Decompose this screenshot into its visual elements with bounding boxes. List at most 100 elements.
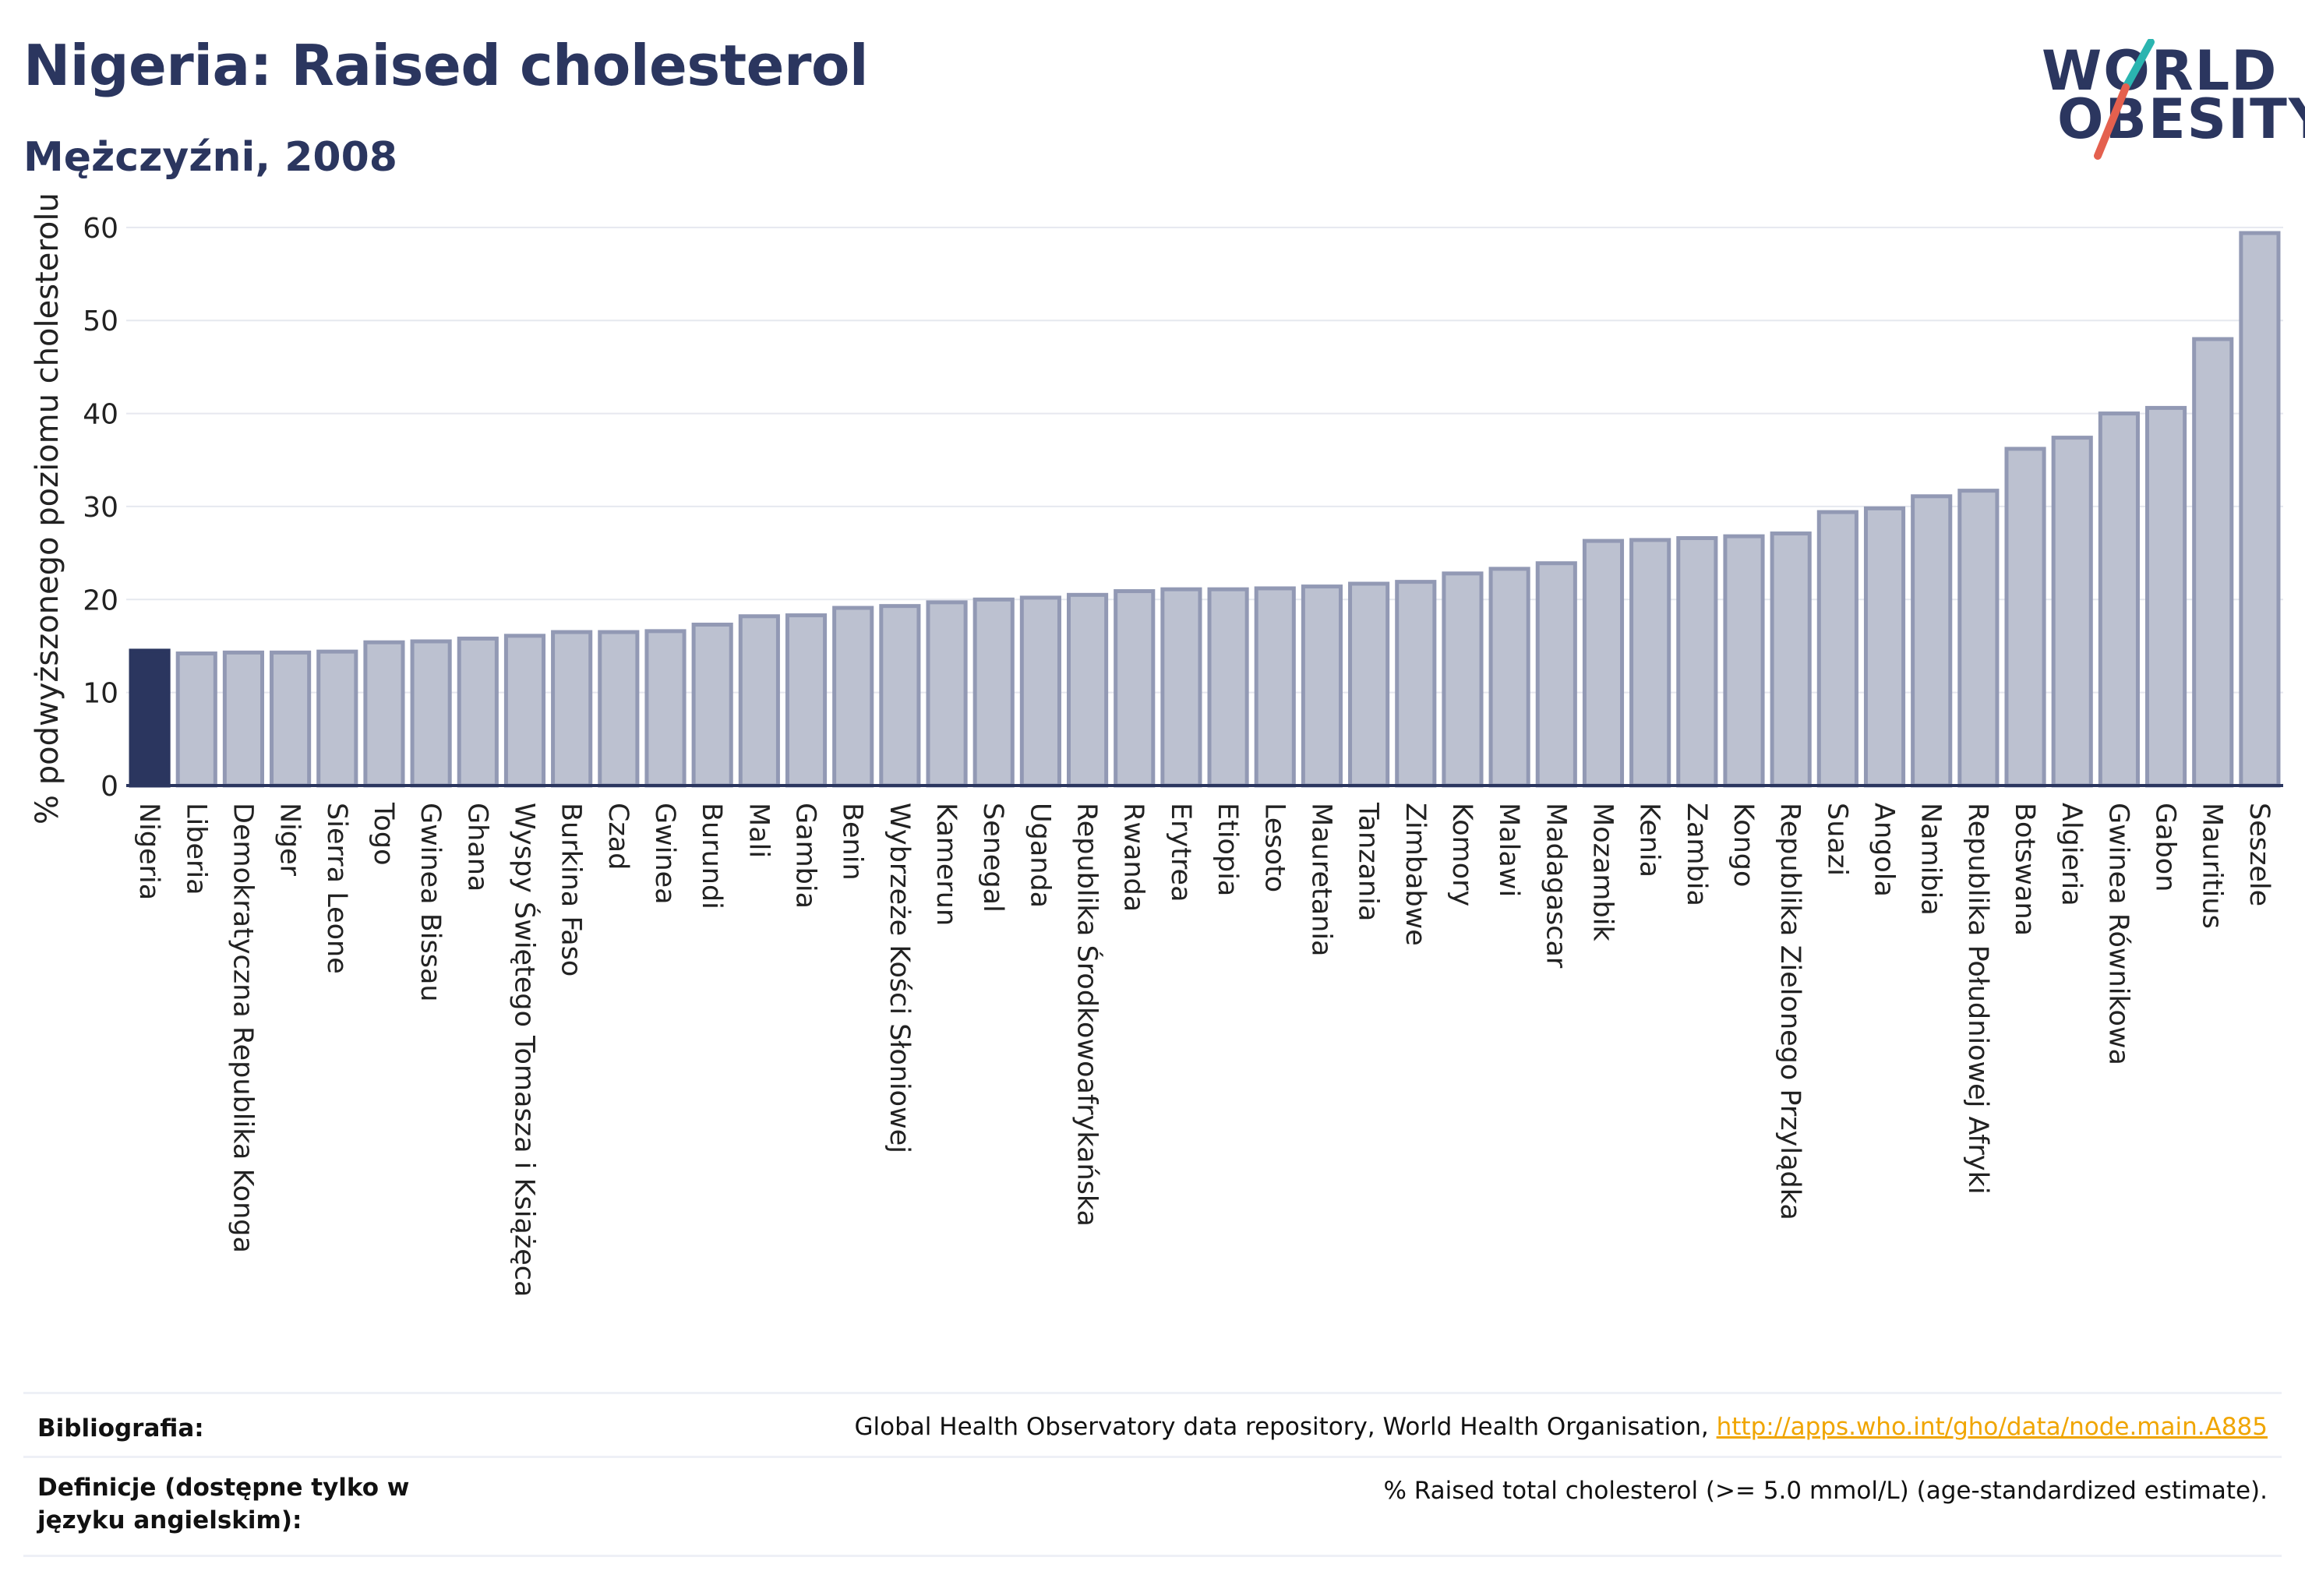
bar-gwinea-równikowa[interactable] (2098, 411, 2140, 788)
bar-botswana[interactable] (2004, 447, 2046, 788)
y-tick-label: 0 (101, 771, 118, 803)
x-tick-label: Gwinea (649, 803, 680, 905)
bar-senegal[interactable] (972, 597, 1015, 788)
bar-demokratyczna-republika-konga[interactable] (222, 650, 265, 788)
bar-etiopia[interactable] (1207, 587, 1249, 788)
bar-seszele[interactable] (2239, 231, 2281, 788)
x-tick-label: Mauretania (1305, 803, 1336, 957)
bar-mauritius[interactable] (2192, 337, 2234, 788)
x-tick-label: Gwinea Bissau (415, 803, 446, 1002)
bar-liberia[interactable] (175, 651, 217, 788)
bar-zambia[interactable] (1676, 536, 1718, 788)
y-tick-label: 40 (83, 399, 118, 431)
bar-kenia[interactable] (1629, 538, 1671, 788)
bar-zimbabwe[interactable] (1395, 580, 1437, 788)
bibliography-link[interactable]: http://apps.who.int/gho/data/node.main.A… (1716, 1413, 2268, 1441)
bar-komory[interactable] (1442, 571, 1484, 788)
bibliography-value: Global Health Observatory data repositor… (855, 1413, 2268, 1441)
x-tick-label: Kongo (1728, 803, 1759, 887)
bar-sierra-leone[interactable] (316, 649, 358, 788)
bar-lesoto[interactable] (1254, 586, 1296, 788)
x-tick-label: Algieria (2056, 803, 2087, 906)
world-obesity-logo[interactable]: WORLD OBESITY (2034, 39, 2305, 164)
x-tick-label: Burundi (696, 803, 727, 909)
x-tick-label: Angola (1869, 803, 1900, 897)
bar-czad[interactable] (598, 630, 640, 788)
x-tick-label: Kamerun (930, 803, 962, 926)
bar-malawi[interactable] (1488, 567, 1530, 788)
bars (129, 231, 2281, 788)
x-tick-label: Liberia (180, 803, 211, 895)
x-tick-label: Etiopia (1212, 803, 1243, 896)
x-tick-label: Komory (1446, 803, 1477, 906)
x-tick-label: Zambia (1681, 803, 1712, 906)
logo-slash-icon (2094, 39, 2155, 160)
bar-gambia[interactable] (785, 613, 828, 788)
x-tick-label: Republika Południowej Afryki (1962, 803, 1993, 1195)
x-tick-label: Madagascar (1540, 803, 1571, 969)
x-tick-label: Mozambik (1587, 803, 1618, 941)
bar-mozambik[interactable] (1582, 538, 1625, 788)
bar-republika-środkowoafrykańska[interactable] (1066, 592, 1109, 788)
x-tick-label: Demokratyczna Republika Konga (227, 803, 258, 1253)
bar-republika-zielonego-przylądka[interactable] (1770, 531, 1812, 788)
x-tick-label: Malawi (1493, 803, 1524, 897)
bar-kamerun[interactable] (926, 600, 968, 788)
x-tick-label: Rwanda (1118, 803, 1149, 912)
x-tick-label: Gambia (790, 803, 821, 909)
x-tick-label: Tanzania (1353, 802, 1384, 921)
x-tick-label: Nigeria (133, 803, 164, 900)
x-tick-label: Togo (368, 802, 399, 865)
bar-burundi[interactable] (691, 623, 733, 788)
bar-algieria[interactable] (2051, 436, 2093, 788)
bar-suazi[interactable] (1816, 510, 1858, 788)
bar-ghana[interactable] (457, 636, 499, 788)
bar-niger[interactable] (270, 650, 312, 788)
bar-madagascar[interactable] (1535, 561, 1577, 788)
logo-word-obesity: OBESITY (2057, 87, 2305, 151)
bar-uganda[interactable] (1019, 595, 1061, 788)
bar-republika-południowej-afryki[interactable] (1957, 489, 2000, 788)
x-tick-label: Namibia (1915, 803, 1947, 916)
bar-burkina-faso[interactable] (551, 630, 593, 788)
bar-gabon[interactable] (2144, 405, 2187, 788)
y-tick-label: 20 (83, 584, 118, 616)
logo-word-world: WORLD (2042, 39, 2279, 103)
x-tick-label: Mauritius (2197, 803, 2228, 929)
x-tick-label: Suazi (1821, 803, 1852, 876)
x-tick-label: Mali (743, 803, 774, 858)
bar-namibia[interactable] (1911, 494, 1953, 788)
x-tick-label: Ghana (461, 803, 492, 892)
bar-angola[interactable] (1863, 506, 1906, 788)
y-tick-label: 50 (83, 305, 118, 337)
bar-chart: 0 10 20 30 40 50 60 Nigeria Liberia Demokratyczn… (30, 192, 2283, 1297)
y-tick-label: 60 (83, 213, 118, 245)
bar-gwinea[interactable] (644, 629, 687, 788)
bar-erytrea[interactable] (1160, 587, 1202, 788)
bar-togo[interactable] (363, 640, 405, 788)
bar-wyspy-świętego-tomasza-i-książęca[interactable] (503, 634, 546, 788)
definition-label: Definicje (dostępne tylko w języku angie… (37, 1474, 410, 1534)
chart-subtitle: Mężczyźni, 2008 (23, 134, 397, 181)
x-tick-label: Wyspy Świętego Tomasza i Książęca (508, 803, 541, 1297)
bar-tanzania[interactable] (1348, 581, 1390, 788)
bar-wybrzeże-kości-słoniowej[interactable] (879, 604, 921, 788)
bar-nigeria[interactable] (129, 648, 171, 788)
bar-mauretania[interactable] (1301, 584, 1343, 788)
bar-mali[interactable] (738, 614, 780, 788)
x-tick-label: Senegal (977, 803, 1008, 913)
x-tick-label: Burkina Faso (556, 803, 587, 976)
bar-rwanda[interactable] (1114, 589, 1156, 788)
x-tick-label: Sierra Leone (321, 803, 352, 974)
bar-kongo[interactable] (1723, 534, 1765, 788)
x-tick-label: Lesoto (1258, 803, 1290, 892)
bar-benin[interactable] (832, 606, 874, 788)
definition-value: % Raised total cholesterol (>= 5.0 mmol/… (1383, 1477, 2268, 1505)
x-tick-label: Zimbabwe (1400, 803, 1431, 946)
bar-gwinea-bissau[interactable] (410, 639, 452, 788)
x-tick-label: Seszele (2243, 803, 2275, 906)
x-tick-label: Benin (837, 803, 868, 881)
x-tick-label: Kenia (1634, 803, 1665, 877)
x-tick-label: Republika Środkowoafrykańska (1071, 803, 1104, 1227)
bibliography-text: Global Health Observatory data repositor… (854, 1413, 1717, 1441)
